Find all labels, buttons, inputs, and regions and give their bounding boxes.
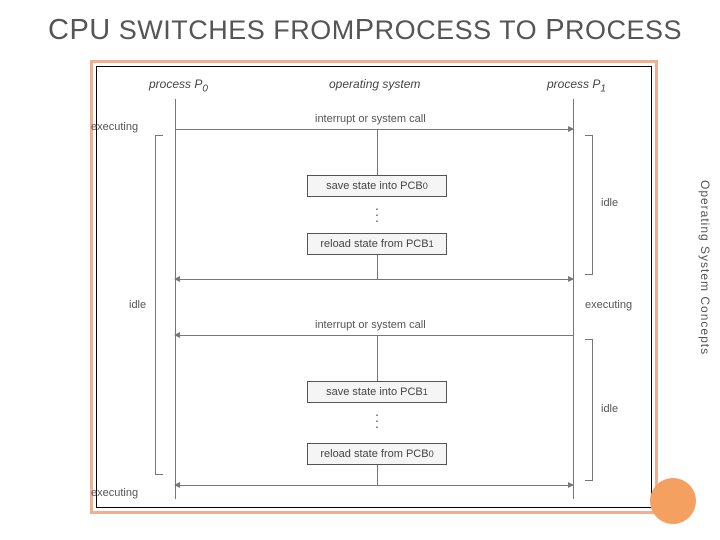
arrow-interrupt-2 [175, 335, 573, 336]
os-seg-2c [377, 465, 378, 485]
box-save-pcb1: save state into PCB1 [307, 381, 447, 403]
header-p0: process P0 [149, 77, 208, 94]
label-interrupt-1: interrupt or system call [315, 113, 426, 125]
header-p0-text: process P [149, 77, 202, 91]
label-idle-p1-2: idle [601, 403, 618, 415]
brace-p1-idle-2 [585, 339, 593, 481]
label-exec-p1: executing [585, 299, 632, 311]
brace-p1-idle-1 [585, 135, 593, 275]
header-p1-text: process P [547, 77, 600, 91]
header-p0-sub: 0 [202, 83, 208, 94]
header-p1-sub: 1 [600, 83, 606, 94]
header-os: operating system [329, 77, 420, 91]
dots-2: ··· [372, 411, 382, 429]
box-reload-pcb1-text: reload state from PCB [320, 238, 428, 250]
slide-title: CPU SWITCHES FROMPROCESS TO PROCESS [48, 14, 682, 47]
timeline-p0 [175, 99, 176, 499]
title-w5: ROCESS [375, 15, 492, 45]
diagram-inner-frame: process P0 operating system process P1 i… [96, 66, 652, 508]
box-reload-pcb1: reload state from PCB1 [307, 233, 447, 255]
title-w7: P [545, 14, 565, 46]
arrow-dispatch-1 [175, 279, 573, 280]
box-save-pcb0-text: save state into PCB [326, 180, 423, 192]
timeline-p1 [573, 99, 574, 499]
label-idle-p1-1: idle [601, 197, 618, 209]
box-reload-pcb1-sub: 1 [429, 239, 434, 249]
dots-1: ··· [372, 205, 382, 223]
box-save-pcb0-sub: 0 [423, 181, 428, 191]
title-w1: CPU [48, 14, 111, 46]
box-save-pcb1-text: save state into PCB [326, 386, 423, 398]
title-w3: FROM [273, 15, 354, 45]
title-w4: P [355, 14, 375, 46]
os-seg-1a [377, 129, 378, 175]
os-seg-2a [377, 335, 378, 381]
brace-p0-idle [155, 135, 163, 475]
header-p1: process P1 [547, 77, 606, 94]
box-reload-pcb0-text: reload state from PCB [320, 448, 428, 460]
side-caption: Operating System Concepts [698, 180, 712, 355]
header-os-text: operating system [329, 77, 420, 91]
arrow-interrupt-1 [175, 129, 573, 130]
label-idle-p0: idle [129, 299, 146, 311]
label-exec-p0-2: executing [91, 487, 138, 499]
box-save-pcb1-sub: 1 [423, 387, 428, 397]
diagram-outer-frame: process P0 operating system process P1 i… [90, 60, 658, 514]
label-interrupt-2: interrupt or system call [315, 319, 426, 331]
title-w8: ROCESS [565, 15, 682, 45]
arrow-dispatch-2 [175, 485, 573, 486]
box-reload-pcb0: reload state from PCB0 [307, 443, 447, 465]
title-w6: TO [499, 15, 537, 45]
title-w2: SWITCHES [119, 15, 266, 45]
box-save-pcb0: save state into PCB0 [307, 175, 447, 197]
label-exec-p0-1: executing [91, 121, 138, 133]
box-reload-pcb0-sub: 0 [429, 449, 434, 459]
decorative-circle [650, 478, 696, 524]
context-switch-diagram: process P0 operating system process P1 i… [97, 67, 651, 507]
os-seg-1c [377, 255, 378, 279]
